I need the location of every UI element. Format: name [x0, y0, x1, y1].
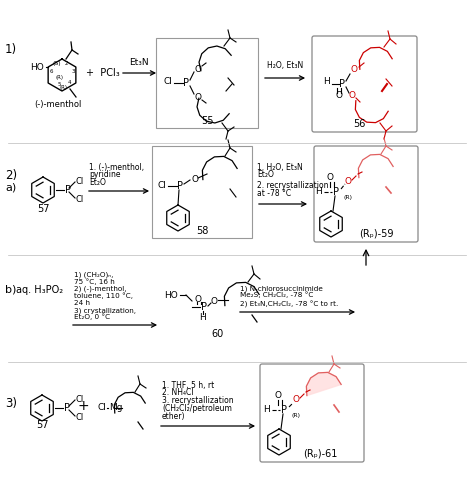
Text: 2) Et₃N,CH₂Cl₂, -78 °C to rt.: 2) Et₃N,CH₂Cl₂, -78 °C to rt.	[240, 300, 338, 308]
Text: 2. NH₄Cl: 2. NH₄Cl	[162, 388, 193, 397]
Text: Cl: Cl	[98, 403, 107, 411]
Text: O: O	[210, 298, 218, 307]
Text: P: P	[64, 403, 70, 413]
Text: 1. THF, 5 h, rt: 1. THF, 5 h, rt	[162, 381, 214, 390]
Text: H₂O, Et₃N: H₂O, Et₃N	[267, 61, 303, 70]
Text: +  PCl₃: + PCl₃	[86, 68, 120, 78]
Text: 3): 3)	[5, 396, 17, 409]
Text: H: H	[200, 312, 206, 322]
Text: aq. H₃PO₂: aq. H₃PO₂	[16, 285, 63, 295]
Text: 24 h: 24 h	[74, 300, 90, 306]
Text: Cl: Cl	[163, 77, 172, 86]
Text: Cl: Cl	[76, 412, 84, 421]
Text: Et₂O, 0 °C: Et₂O, 0 °C	[74, 313, 110, 320]
Text: 2): 2)	[5, 168, 17, 181]
Text: P: P	[183, 78, 189, 88]
Bar	[152, 146, 252, 238]
Text: O: O	[274, 392, 282, 400]
Text: at -78 °C: at -78 °C	[257, 189, 291, 198]
FancyBboxPatch shape	[260, 364, 364, 462]
Text: 57: 57	[36, 420, 48, 430]
Text: (R): (R)	[292, 412, 301, 418]
Text: ether): ether)	[162, 412, 185, 421]
Text: O: O	[194, 295, 201, 303]
Text: b): b)	[5, 285, 17, 295]
Text: P: P	[65, 185, 71, 195]
Text: O: O	[336, 92, 343, 100]
Text: O: O	[192, 176, 199, 184]
Text: Et₂O: Et₂O	[257, 170, 274, 179]
Text: 1) N-chlorosuccinimide: 1) N-chlorosuccinimide	[240, 285, 323, 291]
Text: 1. H₂O, Et₃N: 1. H₂O, Et₃N	[257, 163, 303, 172]
Text: Cl: Cl	[76, 177, 84, 185]
Text: 3. recrystallization: 3. recrystallization	[162, 396, 234, 405]
Text: 75 °C, 16 h: 75 °C, 16 h	[74, 278, 115, 285]
Text: H: H	[323, 77, 330, 86]
Text: 55: 55	[201, 116, 213, 126]
Text: H: H	[315, 187, 322, 195]
Bar	[156, 38, 258, 128]
Text: O: O	[327, 173, 334, 182]
Text: P: P	[201, 302, 207, 312]
Text: HO: HO	[30, 63, 44, 72]
Text: toluene, 110 °C,: toluene, 110 °C,	[74, 292, 133, 299]
Text: (R): (R)	[56, 75, 64, 80]
FancyBboxPatch shape	[312, 36, 417, 132]
Text: HO: HO	[164, 290, 178, 300]
Text: a): a)	[5, 183, 16, 193]
Text: P: P	[339, 79, 345, 89]
Text: 57: 57	[37, 204, 49, 214]
Text: 60: 60	[212, 329, 224, 339]
Text: O: O	[345, 178, 352, 187]
Text: 3: 3	[71, 69, 75, 74]
Text: Cl: Cl	[157, 180, 166, 190]
Text: (S): (S)	[53, 61, 61, 66]
Text: 3) crystallization,: 3) crystallization,	[74, 307, 136, 313]
Text: 1. (-)-menthol,: 1. (-)-menthol,	[89, 163, 144, 172]
Text: H: H	[263, 405, 270, 413]
Text: O: O	[194, 64, 201, 73]
Text: Me₂S, CH₂Cl₂, -78 °C: Me₂S, CH₂Cl₂, -78 °C	[240, 291, 313, 298]
Text: 4: 4	[67, 80, 71, 85]
Text: 1): 1)	[5, 44, 17, 57]
Text: P: P	[333, 187, 339, 197]
Text: 5: 5	[57, 82, 61, 87]
Text: (R): (R)	[344, 194, 353, 200]
FancyBboxPatch shape	[314, 146, 418, 242]
Text: 2. recrystallization: 2. recrystallization	[257, 181, 328, 190]
Text: P: P	[177, 181, 183, 191]
Text: +: +	[77, 399, 89, 413]
Text: O: O	[292, 396, 300, 405]
Text: 2) (-)-menthol,: 2) (-)-menthol,	[74, 286, 127, 292]
Text: Cl: Cl	[76, 395, 84, 404]
Text: 56: 56	[353, 119, 365, 129]
Text: (CH₂Cl₂/petroleum: (CH₂Cl₂/petroleum	[162, 404, 232, 413]
Text: O: O	[194, 93, 201, 101]
Text: pyridine: pyridine	[89, 170, 120, 179]
Text: P: P	[281, 405, 287, 415]
Text: Cl: Cl	[76, 194, 84, 204]
Text: Et₃N: Et₃N	[129, 58, 149, 67]
Text: (Rₚ)-59: (Rₚ)-59	[359, 229, 393, 239]
Text: 6: 6	[49, 69, 53, 74]
Text: (R): (R)	[60, 85, 68, 90]
Text: Mg: Mg	[109, 403, 122, 411]
Text: 58: 58	[196, 226, 208, 236]
Text: Et₂O: Et₂O	[89, 178, 106, 187]
Text: 1) (CH₂O)ₙ,: 1) (CH₂O)ₙ,	[74, 272, 113, 278]
Text: 2: 2	[64, 61, 68, 66]
Text: (Rₚ)-61: (Rₚ)-61	[303, 449, 337, 459]
Text: O: O	[348, 92, 356, 100]
Polygon shape	[306, 372, 341, 396]
Text: (-)-menthol: (-)-menthol	[34, 100, 82, 109]
Text: O: O	[350, 65, 357, 74]
